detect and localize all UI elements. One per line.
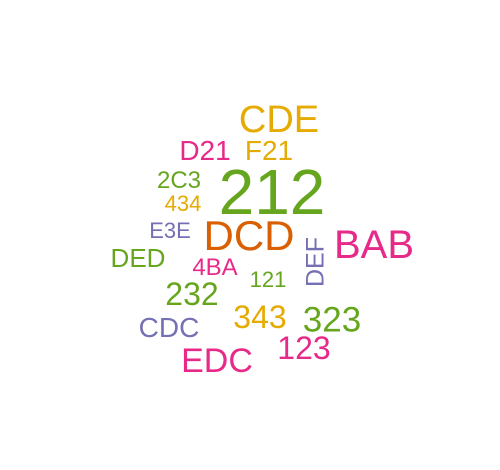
word-123: 123 bbox=[277, 330, 331, 366]
word-232: 232 bbox=[165, 276, 219, 312]
word-2c3: 2C3 bbox=[156, 167, 202, 194]
word-4ba: 4BA bbox=[192, 254, 238, 281]
word-434: 434 bbox=[164, 191, 202, 216]
word-212: 212 bbox=[218, 156, 326, 228]
word-343: 343 bbox=[233, 299, 287, 335]
word-cdc: CDC bbox=[138, 312, 200, 343]
word-bab: BAB bbox=[333, 223, 415, 267]
word-edc: EDC bbox=[181, 342, 253, 380]
word-f21: F21 bbox=[244, 135, 294, 166]
word-d21: D21 bbox=[179, 135, 231, 166]
word-dcd: DCD bbox=[203, 212, 295, 259]
word-e3e: E3E bbox=[149, 218, 191, 243]
word-cde: CDE bbox=[238, 99, 320, 141]
word-323: 323 bbox=[302, 300, 362, 340]
word-def: DEF bbox=[301, 237, 330, 287]
word-121: 121 bbox=[249, 267, 287, 292]
word-ded: DED bbox=[110, 243, 166, 273]
